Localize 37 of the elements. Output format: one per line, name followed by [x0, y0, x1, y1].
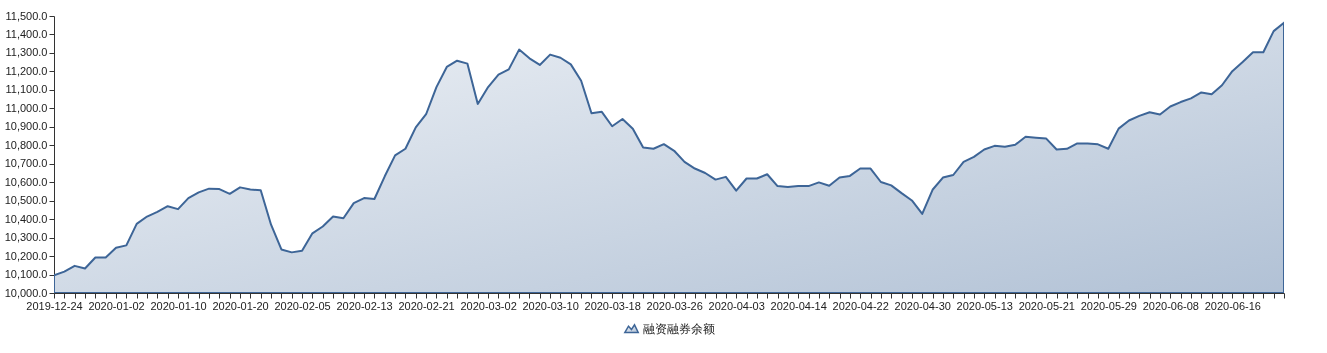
x-tick-label: 2020-06-08 [1142, 299, 1199, 312]
x-tick-label: 2020-03-10 [522, 299, 579, 312]
y-tick-label: 10,000.0 [4, 286, 48, 299]
y-tick-label: 10,800.0 [4, 138, 48, 151]
x-tick-label: 2020-04-14 [770, 299, 827, 312]
x-tick-label: 2020-02-05 [274, 299, 331, 312]
x-tick-label: 2020-04-03 [708, 299, 765, 312]
y-tick-label: 11,400.0 [5, 27, 48, 40]
y-tick-label: 10,100.0 [4, 268, 48, 281]
y-tick-label: 11,100.0 [5, 83, 48, 96]
x-tick-label: 2020-01-02 [88, 299, 145, 312]
x-tick-label: 2020-06-16 [1204, 299, 1261, 312]
legend-label: 融资融券余额 [643, 321, 715, 336]
y-tick-label: 11,000.0 [5, 101, 48, 114]
x-tick-label: 2020-04-22 [832, 299, 889, 312]
x-tick-label: 2020-02-13 [336, 299, 393, 312]
x-tick-label: 2020-01-20 [212, 299, 269, 312]
y-tick-label: 10,400.0 [4, 212, 48, 225]
x-tick-label: 2020-02-21 [398, 299, 455, 312]
y-tick-label: 10,700.0 [4, 157, 48, 170]
y-tick-label: 10,300.0 [4, 231, 48, 244]
x-tick-label: 2020-03-18 [584, 299, 641, 312]
x-tick-label: 2019-12-24 [26, 299, 83, 312]
y-tick-label: 10,500.0 [4, 194, 48, 207]
x-tick-label: 2020-05-13 [956, 299, 1013, 312]
x-tick-label: 2020-05-29 [1080, 299, 1137, 312]
y-tick-label: 10,900.0 [4, 120, 48, 133]
y-tick-label: 11,500.0 [5, 9, 48, 22]
x-tick-label: 2020-04-30 [894, 299, 951, 312]
x-tick-label: 2020-05-21 [1018, 299, 1075, 312]
y-tick-label: 11,300.0 [5, 46, 48, 59]
y-tick-label: 10,600.0 [4, 175, 48, 188]
y-tick-label: 10,200.0 [4, 249, 48, 262]
x-tick-label: 2020-03-02 [460, 299, 517, 312]
x-tick-label: 2020-01-10 [150, 299, 207, 312]
y-tick-label: 11,200.0 [5, 64, 48, 77]
x-tick-label: 2020-03-26 [646, 299, 703, 312]
